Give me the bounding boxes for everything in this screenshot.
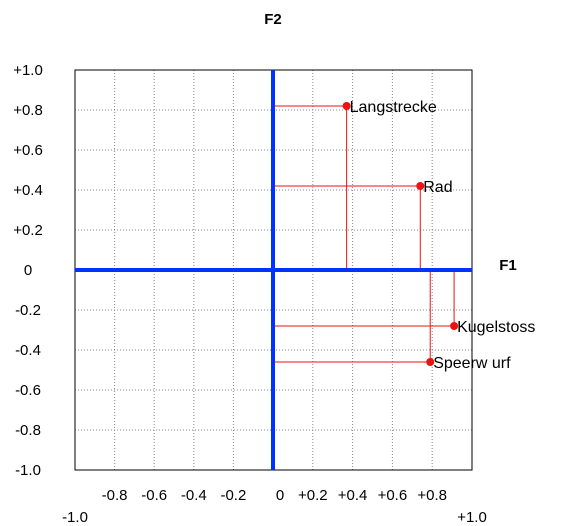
y-tick-label: +0.4 <box>13 182 43 199</box>
data-point-label: Kugelstoss <box>457 319 535 336</box>
x-tick-label: -0.6 <box>141 487 167 504</box>
axes <box>75 70 472 470</box>
x-tick-label: +0.4 <box>338 487 368 504</box>
x-tick-label: +1.0 <box>457 509 487 526</box>
x-tick-label: +0.8 <box>417 487 447 504</box>
y-tick-label: -0.6 <box>15 382 41 399</box>
y-tick-label: -0.8 <box>15 422 41 439</box>
data-points: Langstrecke Rad Kugelstoss Speerw urf <box>342 99 535 372</box>
y-axis-name: F2 <box>264 11 282 28</box>
data-point <box>426 358 435 366</box>
y-tick-label: -0.4 <box>15 342 41 359</box>
data-point-label: Rad <box>423 179 452 196</box>
x-tick-label: +0.6 <box>378 487 408 504</box>
y-tick-label: 0 <box>24 262 32 279</box>
x-tick-label: -1.0 <box>62 509 88 526</box>
x-tick-label: +0.2 <box>298 487 328 504</box>
data-point <box>342 102 351 110</box>
y-tick-label: +1.0 <box>13 62 43 79</box>
x-tick-label: -0.4 <box>181 487 207 504</box>
projection-lines <box>273 105 455 363</box>
y-tick-label: -0.2 <box>15 302 41 319</box>
y-tick-label: +0.6 <box>13 142 43 159</box>
data-point <box>416 182 425 190</box>
data-point-label: Speerw urf <box>433 355 511 372</box>
data-point <box>450 322 459 330</box>
x-tick-label: -0.2 <box>220 487 246 504</box>
tick-labels: +1.0 +0.8 +0.6 +0.4 +0.2 0 -0.2 -0.4 -0.6 -0.8 -1.… <box>13 62 487 526</box>
x-tick-label: 0 <box>276 487 284 504</box>
x-tick-label: -0.8 <box>102 487 128 504</box>
y-tick-label: +0.8 <box>13 102 43 119</box>
data-point-label: Langstrecke <box>350 99 437 116</box>
y-tick-label: +0.2 <box>13 222 43 239</box>
y-tick-label: -1.0 <box>15 462 41 479</box>
x-axis-name: F1 <box>499 257 517 274</box>
